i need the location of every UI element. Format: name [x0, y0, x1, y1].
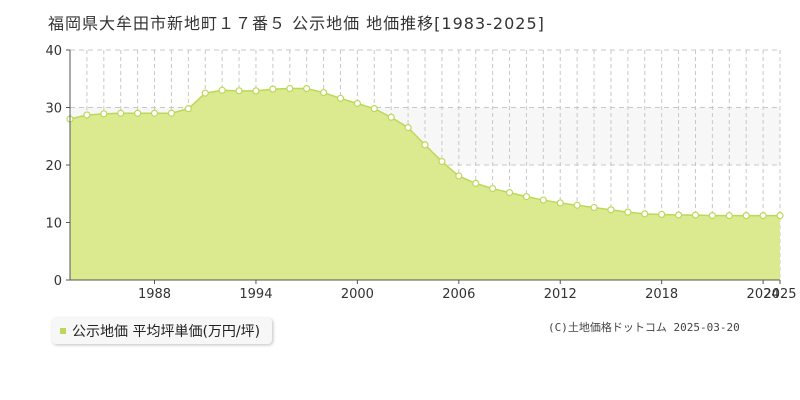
data-point	[725, 212, 733, 220]
data-point	[353, 99, 361, 108]
x-tick-label: 2018	[645, 287, 678, 302]
data-point	[776, 212, 784, 220]
data-point	[387, 113, 395, 121]
data-point	[117, 109, 125, 117]
data-point	[319, 88, 328, 97]
data-point	[590, 203, 598, 212]
copyright-note: (C)土地価格ドットコム 2025-03-20	[548, 321, 740, 334]
data-point	[674, 211, 683, 219]
data-point	[455, 172, 463, 180]
data-point	[607, 206, 615, 214]
data-point	[100, 110, 108, 118]
data-point	[303, 84, 311, 93]
data-point	[759, 212, 767, 220]
chart-title: 福岡県大牟田市新地町１７番５ 公示地価 地価推移[1983-2025]	[48, 14, 545, 33]
x-tick-label: 1988	[138, 287, 171, 302]
data-point	[235, 87, 243, 95]
x-tick-label: 2024	[747, 287, 780, 302]
data-point	[252, 87, 260, 95]
data-point	[641, 210, 649, 218]
y-tick-label: 20	[45, 159, 62, 174]
data-point	[742, 212, 750, 220]
data-point	[201, 89, 209, 97]
data-point	[691, 211, 700, 219]
x-tick-label: 2012	[544, 287, 577, 302]
data-point	[218, 86, 226, 94]
data-point	[438, 157, 446, 166]
data-point	[167, 109, 176, 117]
data-point	[573, 201, 581, 209]
x-tick-label: 1994	[239, 287, 272, 302]
data-point	[150, 109, 159, 117]
data-point	[556, 199, 564, 207]
data-point	[184, 105, 192, 113]
data-point	[286, 84, 294, 93]
data-point	[472, 179, 480, 187]
legend-swatch	[60, 328, 66, 334]
x-tick-label: 2025	[763, 287, 796, 302]
data-point	[269, 85, 277, 93]
y-tick-label: 0	[54, 274, 62, 289]
data-point	[505, 189, 514, 197]
series-area	[70, 88, 780, 281]
data-point	[134, 109, 142, 117]
data-point	[658, 210, 666, 219]
data-point	[404, 124, 412, 132]
legend-label: 公示地価 平均坪単価(万円/坪)	[72, 324, 261, 340]
data-point	[370, 105, 378, 113]
data-point	[624, 208, 632, 216]
data-point	[522, 193, 531, 201]
y-tick-label: 30	[45, 102, 62, 117]
x-tick-label: 2006	[442, 287, 475, 302]
data-point	[336, 94, 345, 102]
data-point	[708, 212, 716, 220]
data-point	[539, 196, 547, 204]
data-point	[421, 141, 429, 149]
data-point	[83, 111, 91, 119]
y-tick-label: 10	[45, 217, 62, 232]
legend: 公示地価 平均坪単価(万円/坪)	[52, 318, 273, 344]
data-point	[489, 184, 497, 193]
y-tick-label: 40	[45, 44, 62, 59]
x-tick-label: 2000	[341, 287, 374, 302]
